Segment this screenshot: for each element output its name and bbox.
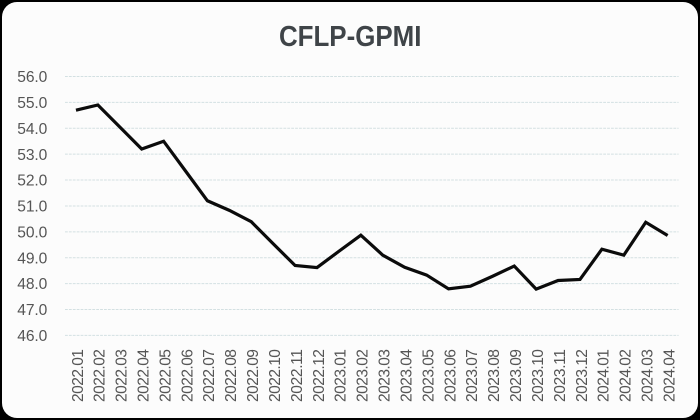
svg-text:49.0: 49.0 [17,250,47,267]
svg-text:2023.11: 2023.11 [552,349,569,402]
svg-text:CFLP-GPMI: CFLP-GPMI [279,21,422,53]
svg-text:47.0: 47.0 [17,302,47,319]
svg-text:50.0: 50.0 [17,224,47,241]
svg-text:2023.02: 2023.02 [355,349,372,402]
svg-text:2022.10: 2022.10 [267,349,284,402]
svg-text:2023.03: 2023.03 [377,349,394,402]
svg-text:2024.02: 2024.02 [618,349,635,402]
svg-text:2023.07: 2023.07 [464,349,481,402]
svg-text:2023.09: 2023.09 [508,349,525,402]
svg-text:2022.07: 2022.07 [201,349,218,402]
svg-text:2023.08: 2023.08 [486,349,503,402]
svg-text:56.0: 56.0 [17,69,47,86]
svg-text:2023.01: 2023.01 [333,349,350,402]
svg-text:2023.10: 2023.10 [530,349,547,402]
svg-text:2024.01: 2024.01 [596,349,613,402]
svg-text:46.0: 46.0 [17,328,47,345]
svg-text:48.0: 48.0 [17,276,47,293]
svg-text:2022.05: 2022.05 [157,349,174,402]
svg-text:2024.03: 2024.03 [640,349,657,402]
svg-text:2022.08: 2022.08 [223,349,240,402]
svg-text:2022.09: 2022.09 [245,349,262,402]
svg-text:2022.06: 2022.06 [179,349,196,402]
svg-text:52.0: 52.0 [17,173,47,190]
svg-text:2023.12: 2023.12 [574,349,591,402]
svg-text:54.0: 54.0 [17,121,47,138]
svg-text:51.0: 51.0 [17,199,47,216]
svg-text:2022.11: 2022.11 [289,349,306,402]
svg-text:2022.01: 2022.01 [70,349,87,402]
svg-text:2024.04: 2024.04 [661,349,678,402]
svg-text:2023.04: 2023.04 [398,349,415,402]
svg-text:2022.04: 2022.04 [136,349,153,402]
svg-text:55.0: 55.0 [17,95,47,112]
svg-text:2022.12: 2022.12 [311,349,328,402]
svg-text:2023.06: 2023.06 [442,349,459,402]
svg-text:2022.02: 2022.02 [92,349,109,402]
svg-text:2023.05: 2023.05 [420,349,437,402]
svg-text:53.0: 53.0 [17,147,47,164]
svg-text:2022.03: 2022.03 [114,349,131,402]
